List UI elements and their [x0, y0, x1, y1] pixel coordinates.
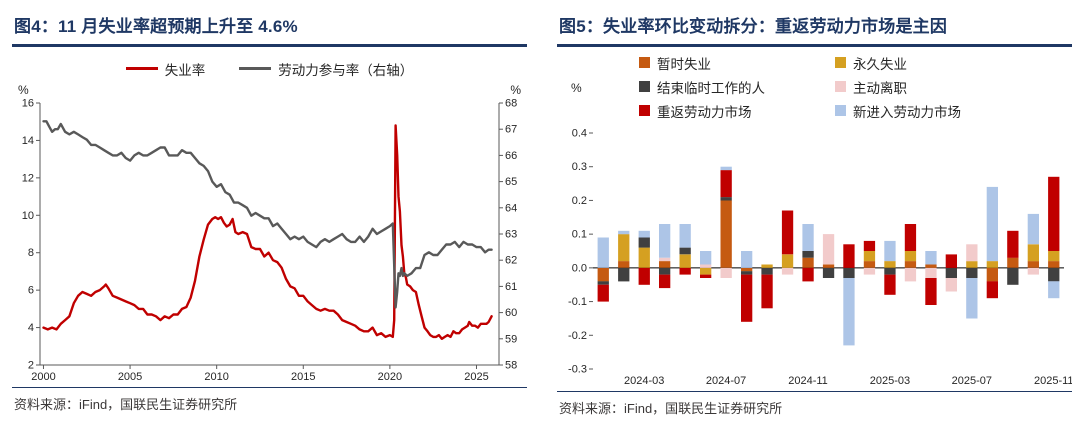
svg-text:0.1: 0.1 — [572, 228, 587, 240]
svg-text:10: 10 — [22, 209, 34, 221]
legend-item-job-leavers: 主动离职 — [835, 77, 1031, 97]
legend-label-reentrants: 重返劳动力市场 — [657, 104, 752, 120]
figure5-title: 图5：失业率环比变动拆分：重返劳动力市场是主因 — [559, 17, 948, 36]
svg-text:60: 60 — [505, 307, 517, 319]
svg-text:0.2: 0.2 — [572, 194, 587, 206]
svg-text:63: 63 — [505, 228, 517, 240]
new-entrants-swatch — [835, 105, 846, 116]
figure5-legend: 暂时失业 永久失业 结束临时工作的人 主动离职 重返劳动力市场 — [639, 53, 1072, 121]
svg-text:2025: 2025 — [464, 371, 488, 383]
svg-text:8: 8 — [28, 247, 34, 259]
svg-text:58: 58 — [505, 359, 517, 371]
svg-text:-0.1: -0.1 — [568, 296, 587, 308]
svg-text:2005: 2005 — [118, 371, 142, 383]
legend-item-participation-rate: 劳动力参与率（右轴） — [239, 59, 413, 79]
svg-text:-0.3: -0.3 — [568, 363, 587, 375]
svg-text:2000: 2000 — [31, 371, 55, 383]
svg-text:0.0: 0.0 — [572, 262, 587, 274]
figure4-right-axis-unit: % — [510, 82, 521, 97]
svg-text:2025-03: 2025-03 — [870, 375, 910, 387]
svg-text:62: 62 — [505, 254, 517, 266]
figure4-left-axis-unit: % — [18, 82, 29, 97]
svg-text:67: 67 — [505, 123, 517, 135]
svg-text:4: 4 — [28, 322, 34, 334]
svg-text:0.3: 0.3 — [572, 161, 587, 173]
svg-text:2024-03: 2024-03 — [624, 375, 664, 387]
figure5-chart-area: % 暂时失业 永久失业 结束临时工作的人 主动离职 — [557, 47, 1072, 391]
job-leavers-swatch — [835, 81, 846, 92]
svg-text:2025-07: 2025-07 — [952, 375, 992, 387]
legend-item-completed-temp-jobs: 结束临时工作的人 — [639, 77, 835, 97]
figure4-title: 图4：11 月失业率超预期上升至 4.6% — [14, 17, 298, 36]
legend-item-new-entrants: 新进入劳动力市场 — [835, 101, 1031, 121]
svg-text:6: 6 — [28, 284, 34, 296]
legend-item-permanent-job-losers: 永久失业 — [835, 53, 1031, 73]
svg-text:-0.2: -0.2 — [568, 329, 587, 341]
svg-text:2: 2 — [28, 359, 34, 371]
svg-text:66: 66 — [505, 149, 517, 161]
participation-line-swatch — [239, 67, 272, 70]
permanent-job-losers-swatch — [835, 57, 846, 68]
legend-label-temporary-layoffs: 暂时失业 — [657, 56, 711, 72]
figure4-title-underline — [12, 44, 527, 47]
unemployment-line-swatch — [125, 67, 158, 70]
legend-label-participation-rate: 劳动力参与率（右轴） — [278, 62, 414, 78]
figure4-panel: 图4：11 月失业率超预期上升至 4.6% 失业率 劳动力参与率（右轴） % %… — [12, 10, 527, 417]
svg-text:2015: 2015 — [291, 371, 315, 383]
figure4-source: 资料来源：iFind，国联民生证券研究所 — [14, 397, 238, 412]
svg-text:2020: 2020 — [378, 371, 402, 383]
figure5-source: 资料来源：iFind，国联民生证券研究所 — [559, 401, 783, 416]
figure4-legend: 失业率 劳动力参与率（右轴） — [12, 57, 527, 81]
svg-text:68: 68 — [505, 97, 517, 109]
svg-text:0.4: 0.4 — [572, 127, 587, 139]
legend-label-permanent-job-losers: 永久失业 — [853, 56, 907, 72]
svg-text:64: 64 — [505, 202, 517, 214]
figure4-footer-rule — [12, 386, 527, 388]
legend-label-completed-temp-jobs: 结束临时工作的人 — [657, 80, 765, 96]
legend-item-temporary-layoffs: 暂时失业 — [639, 53, 835, 73]
svg-text:14: 14 — [22, 134, 34, 146]
legend-item-reentrants: 重返劳动力市场 — [639, 101, 835, 121]
svg-text:65: 65 — [505, 176, 517, 188]
svg-text:12: 12 — [22, 172, 34, 184]
svg-text:2010: 2010 — [204, 371, 228, 383]
figure5-footer-rule — [557, 390, 1072, 392]
completed-temp-jobs-swatch — [639, 81, 650, 92]
legend-item-unemployment-rate: 失业率 — [125, 59, 206, 79]
svg-text:61: 61 — [505, 280, 517, 292]
figure5-axis-unit: % — [571, 80, 582, 95]
svg-text:2024-07: 2024-07 — [706, 375, 746, 387]
unemployment-decomposition-bar-chart: 0.4 0.3 0.2 0.1 0.0 -0.1 -0.2 -0.3 2024-03 2024-0… — [568, 127, 1072, 387]
svg-text:59: 59 — [505, 333, 517, 345]
reentrants-swatch — [639, 105, 650, 116]
svg-text:16: 16 — [22, 97, 34, 109]
legend-label-job-leavers: 主动离职 — [853, 80, 907, 96]
legend-label-unemployment-rate: 失业率 — [164, 62, 206, 78]
svg-text:2025-11: 2025-11 — [1034, 375, 1072, 387]
svg-text:2024-11: 2024-11 — [788, 375, 828, 387]
temporary-layoffs-swatch — [639, 57, 650, 68]
figure5-title-underline — [557, 44, 1072, 47]
figure4-chart-area: 失业率 劳动力参与率（右轴） % % 2 4 6 8 10 12 14 16 58 59 60 61 6… — [12, 47, 527, 387]
legend-label-new-entrants: 新进入劳动力市场 — [853, 104, 961, 120]
figure5-panel: 图5：失业率环比变动拆分：重返劳动力市场是主因 % 暂时失业 永久失业 结束临时… — [557, 10, 1072, 417]
